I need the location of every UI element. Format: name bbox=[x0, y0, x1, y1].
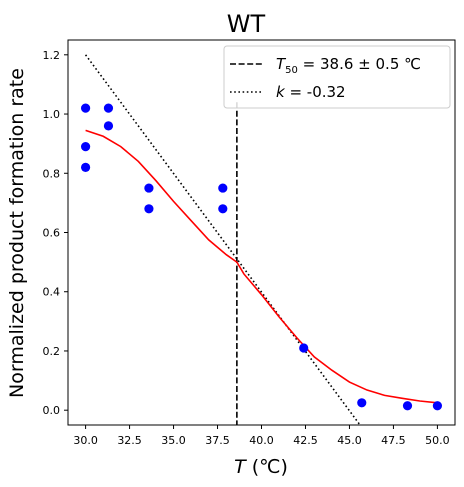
y-tick-label: 0.4 bbox=[43, 286, 61, 299]
x-tick-label: 32.5 bbox=[117, 434, 142, 447]
data-point bbox=[402, 401, 413, 411]
x-tick-label: 37.5 bbox=[205, 434, 230, 447]
data-point bbox=[80, 162, 91, 172]
chart-title: WT bbox=[227, 10, 266, 38]
y-axis-label: Normalized product formation rate bbox=[6, 68, 28, 398]
plot-clip-group bbox=[80, 54, 443, 425]
legend-k-variable: k bbox=[276, 83, 286, 101]
plot-area bbox=[80, 54, 443, 425]
x-tick-label: 47.5 bbox=[381, 434, 406, 447]
x-axis-label: T (℃) bbox=[234, 456, 288, 478]
legend-k-value: = -0.32 bbox=[285, 83, 346, 101]
x-axis-label-unit: (℃) bbox=[246, 456, 288, 478]
legend-entry-k: k = -0.32 bbox=[276, 83, 346, 101]
data-point bbox=[80, 142, 91, 152]
legend-t50-value: = 38.6 ± 0.5 ℃ bbox=[298, 55, 421, 73]
plot-frame bbox=[67, 39, 456, 426]
x-tick-label: 30.0 bbox=[73, 434, 98, 447]
axis-ticks: 30.0 32.5 35.0 37.5 40.0 42.5 45.0 47.5 50.0 0.0 0… bbox=[43, 49, 450, 447]
legend-entry-t50: T50 = 38.6 ± 0.5 ℃ bbox=[276, 55, 421, 76]
x-tick-label: 40.0 bbox=[249, 434, 274, 447]
y-tick-label: 1.0 bbox=[43, 108, 61, 121]
x-tick-label: 35.0 bbox=[161, 434, 186, 447]
x-tick-label: 42.5 bbox=[293, 434, 318, 447]
legend: T50 = 38.6 ± 0.5 ℃ k = -0.32 bbox=[223, 45, 451, 109]
legend-t50-subscript: 50 bbox=[285, 65, 298, 76]
y-tick-label: 1.2 bbox=[43, 49, 61, 62]
slope-tangent-line bbox=[84, 54, 361, 425]
x-tick-label: 50.0 bbox=[425, 434, 450, 447]
legend-t50-variable: T bbox=[276, 55, 287, 73]
data-point bbox=[144, 183, 154, 193]
y-tick-label: 0.8 bbox=[43, 167, 61, 180]
y-tick-label: 0.6 bbox=[43, 227, 61, 240]
x-tick-label: 45.0 bbox=[337, 434, 362, 447]
y-tick-label: 0.0 bbox=[43, 404, 61, 417]
data-point bbox=[80, 103, 91, 113]
legend-box bbox=[223, 45, 451, 109]
data-point bbox=[144, 204, 154, 214]
data-point bbox=[218, 204, 228, 214]
x-axis-label-variable: T bbox=[234, 456, 247, 478]
data-point bbox=[432, 401, 443, 411]
data-point bbox=[357, 398, 367, 408]
fit-curve bbox=[85, 129, 438, 404]
data-point bbox=[299, 343, 309, 353]
data-point bbox=[103, 121, 114, 131]
data-point bbox=[103, 103, 114, 113]
data-point bbox=[218, 183, 228, 193]
y-tick-label: 0.2 bbox=[43, 345, 61, 358]
